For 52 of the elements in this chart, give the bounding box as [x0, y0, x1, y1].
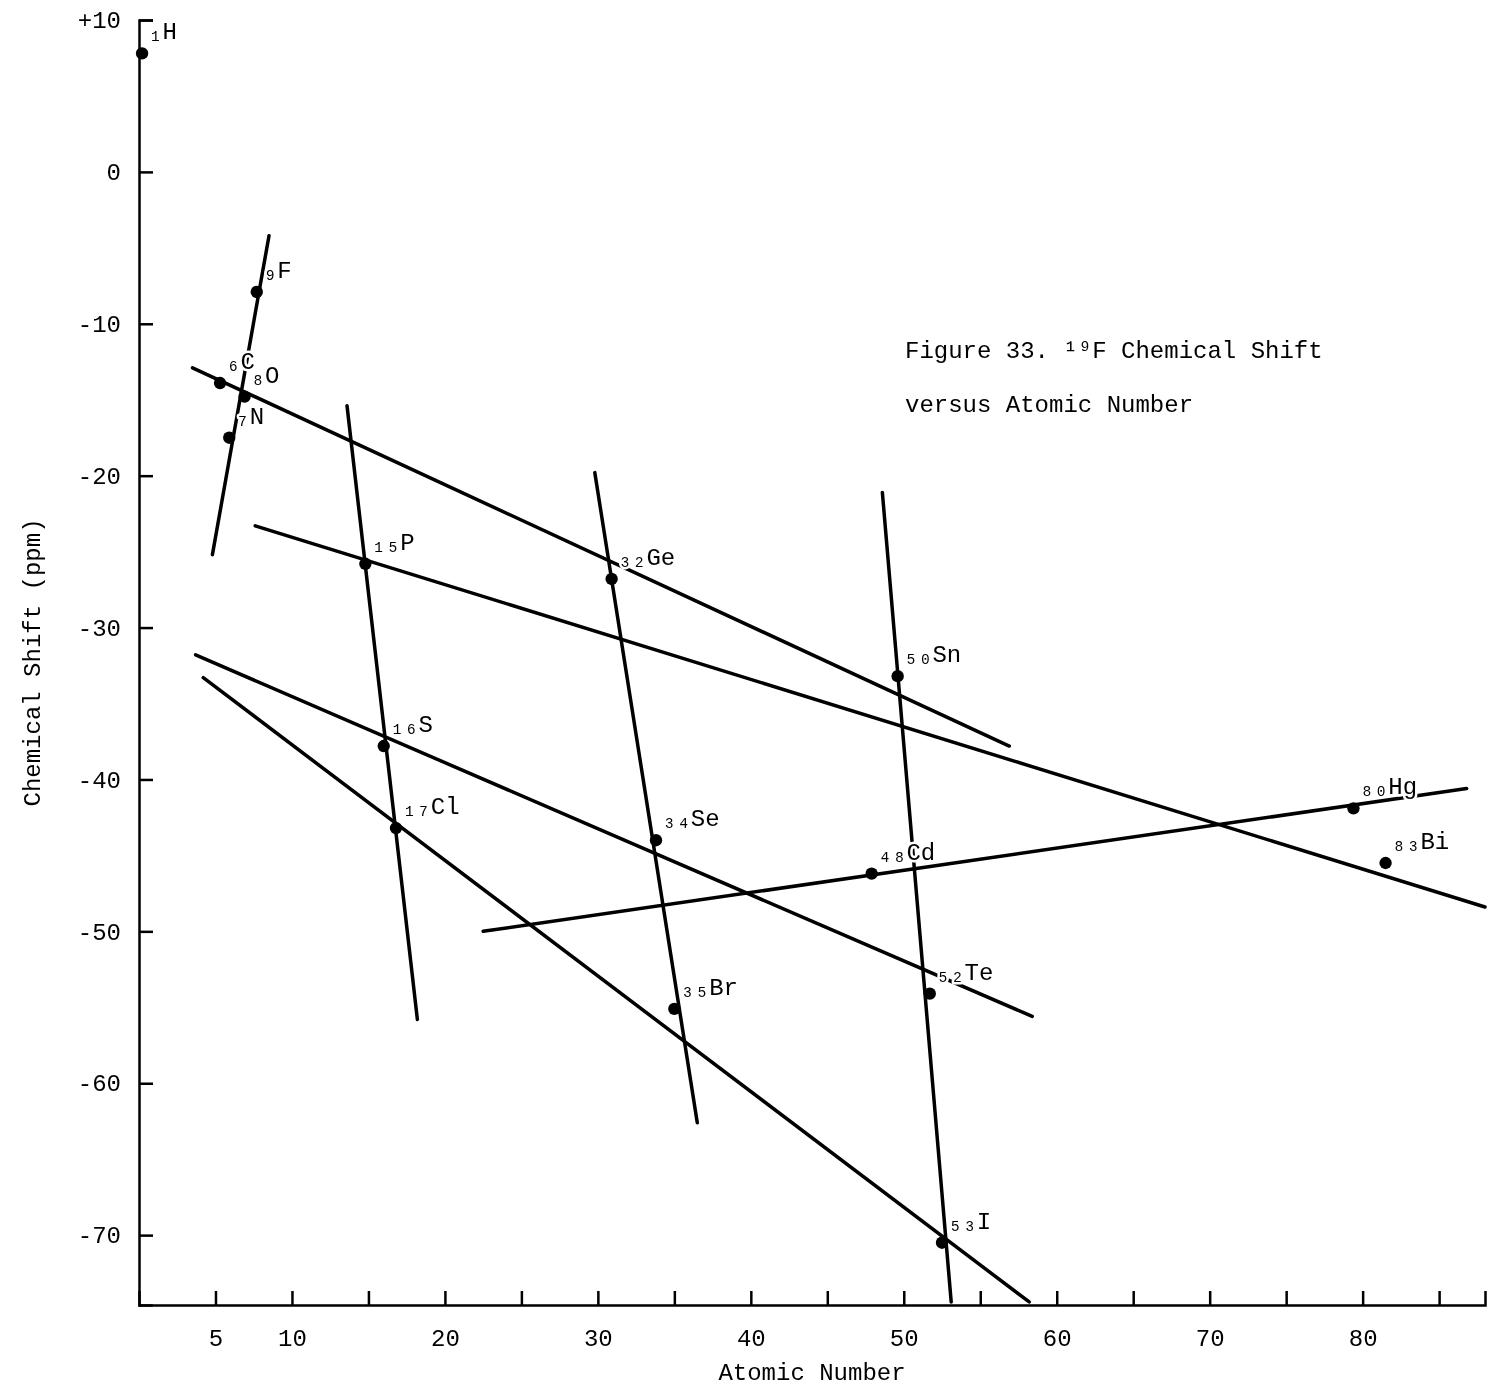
point — [359, 557, 372, 570]
point — [250, 285, 263, 299]
annotation: ₁H — [148, 19, 177, 47]
point — [238, 390, 251, 403]
x-tick-label: 30 — [583, 1326, 613, 1354]
point — [891, 670, 904, 683]
annotation: ₃₂Ge — [617, 544, 676, 572]
x-tick-label: 20 — [431, 1326, 460, 1354]
y-tick-label: -10 — [77, 311, 121, 339]
annotation: ₇N — [235, 403, 265, 431]
x-tick-label: 70 — [1195, 1326, 1225, 1354]
point — [935, 1236, 949, 1249]
x-tick-label: 5 — [208, 1326, 224, 1354]
annotation: ₅₃I — [948, 1208, 992, 1236]
point — [135, 47, 149, 60]
annotation: ₈₃Bi — [1391, 829, 1450, 856]
point — [923, 987, 936, 1000]
x-tick-label: 60 — [1042, 1326, 1072, 1354]
annotation: ₅₀Sn — [903, 642, 962, 670]
annotation: ₁₅P — [371, 529, 415, 557]
y-tick-label: -20 — [77, 463, 121, 491]
y-tick-label: -40 — [77, 767, 121, 795]
point — [377, 739, 390, 753]
x-tick-label: 40 — [736, 1326, 766, 1354]
y-axis-title: Chemical Shift (ppm) — [20, 518, 47, 807]
point — [389, 821, 403, 835]
point — [865, 867, 878, 880]
y-tick-label: -50 — [77, 919, 121, 947]
point — [1379, 856, 1392, 870]
x-tick-label: 10 — [278, 1326, 307, 1354]
y-tick-label: 0 — [106, 160, 121, 188]
annotation: ₅₂Te — [935, 959, 994, 987]
x-tick-label: 50 — [889, 1326, 919, 1354]
point — [1347, 802, 1360, 815]
point — [668, 1002, 681, 1015]
y-tick-label: +10 — [77, 8, 121, 36]
text: Figure 33. ¹⁹F Chemical Shift versus Atomic Number — [905, 337, 1324, 421]
annotation: ₈₀Hg — [1359, 774, 1418, 802]
annotation: ₁₇Cl — [401, 794, 460, 822]
point — [649, 834, 663, 847]
y-tick-label: -60 — [77, 1071, 121, 1099]
point — [223, 431, 236, 444]
annotation: ₃₄Se — [661, 806, 720, 834]
x-axis-title: Atomic Number — [718, 1360, 906, 1387]
y-tick-label: -70 — [77, 1223, 121, 1251]
point — [213, 376, 227, 390]
y-tick-label: -30 — [77, 615, 121, 643]
point — [605, 572, 618, 586]
x-tick-label: 80 — [1348, 1326, 1378, 1354]
annotation: ₃₅Br — [680, 974, 738, 1002]
annotation: ₁₆S — [389, 712, 433, 740]
annotation: ₉F — [262, 257, 292, 285]
